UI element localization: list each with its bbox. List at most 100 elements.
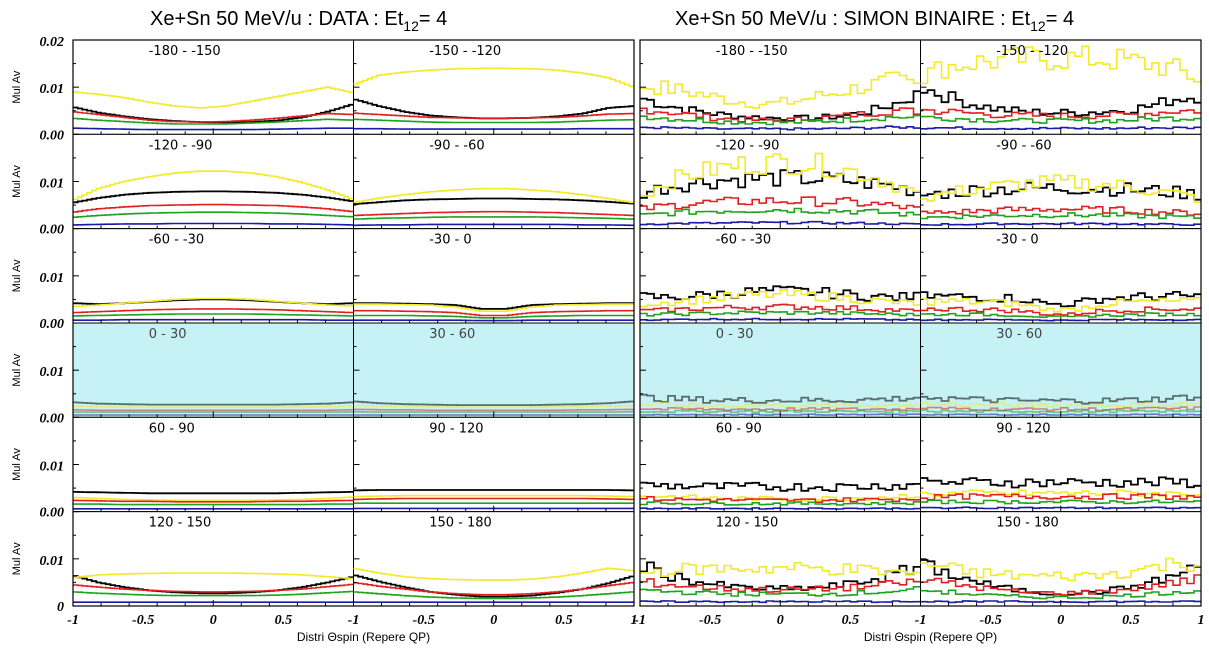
series-green	[640, 207, 921, 217]
x-tick-label: -1	[67, 613, 79, 628]
series-yellow	[73, 496, 354, 502]
panel-sim-r3c1: 30 - 60	[920, 322, 1202, 418]
series-black	[920, 394, 1201, 405]
panel-frame	[72, 322, 354, 418]
series-yellow	[73, 405, 354, 408]
panel-label: -30 - 0	[429, 233, 471, 248]
series-red	[640, 496, 921, 503]
series-green	[73, 590, 354, 597]
x-axis-title: Distri Θspin (Repere QP)	[297, 630, 430, 644]
panel-data-r5c1: 150 - 180	[353, 511, 635, 607]
series-yellow	[73, 170, 354, 201]
series-green	[640, 500, 921, 506]
x-tick-label: 0.5	[1122, 613, 1140, 628]
panel-data-r3c1: 30 - 60	[353, 322, 635, 418]
panel-label: 120 - 150	[716, 516, 779, 531]
panel-sim-r4c0: 60 - 90	[639, 416, 921, 513]
series-green	[640, 114, 921, 126]
x-tick-label: 1	[1198, 613, 1205, 628]
title-right-text: Xe+Sn 50 MeV/u : SIMON BINAIRE : Et	[675, 8, 1031, 30]
y-axis-title: Mul Av	[11, 259, 23, 292]
x-tick-label: 0	[210, 613, 217, 628]
series-green	[353, 216, 634, 220]
series-red	[353, 581, 634, 596]
series-red	[640, 196, 921, 211]
series-yellow	[73, 86, 354, 109]
x-tick-label: -0.5	[413, 613, 435, 628]
panel-sim-r0c0: -180 - -150	[639, 39, 921, 135]
panel-sim-r4c1: 90 - 120	[920, 416, 1202, 513]
series-black	[640, 393, 921, 404]
panel-label: 0 - 30	[149, 327, 187, 342]
panel-label: 150 - 180	[429, 516, 492, 531]
panel-sim-r2c1: -30 - 0	[920, 228, 1202, 324]
panel-sim-r5c1: 150 - 180	[920, 511, 1202, 607]
series-blue	[920, 126, 1201, 130]
y-axis-labels: Mul Av 0.01 0.00 Mul Av 0.01 0.00 Mul Av 0.01 0.…	[11, 35, 64, 615]
series-red	[920, 574, 1201, 596]
series-black	[353, 197, 634, 205]
panel-frame	[353, 416, 635, 513]
series-black	[73, 491, 354, 495]
series-red	[920, 205, 1201, 216]
panel-label: 60 - 90	[149, 421, 195, 436]
panel-label: -180 - -150	[716, 44, 788, 59]
series-yellow	[920, 296, 1201, 313]
title-left-sub: 12	[403, 18, 419, 34]
svg-text:Xe+Sn 50 MeV/u : SIMON BINAIRE: Xe+Sn 50 MeV/u : SIMON BINAIRE : Et12= 4	[675, 8, 1074, 34]
panel-data-r1c0: -120 - -90	[72, 133, 354, 230]
series-blue	[640, 413, 921, 416]
series-yellow	[73, 572, 354, 580]
panel-label: -60 - -30	[716, 233, 771, 248]
series-red	[640, 407, 921, 412]
y-tick-label: 0.01	[40, 177, 65, 192]
y-tick-label: 0.00	[40, 128, 65, 143]
series-green	[640, 586, 921, 597]
series-red	[353, 408, 634, 412]
panel-label: -90 - -60	[429, 138, 484, 153]
panel-frame	[72, 39, 354, 135]
series-black	[353, 302, 634, 310]
panel-frame	[920, 416, 1202, 513]
series-black	[920, 476, 1201, 489]
panel-label: -90 - -60	[996, 138, 1051, 153]
x-axis-title: Distri Θspin (Repere QP)	[864, 630, 997, 644]
y-axis-title: Mul Av	[11, 165, 23, 198]
panel-label: 90 - 120	[996, 421, 1050, 436]
panel-frame	[639, 322, 921, 418]
y-tick-label: 0.00	[40, 223, 65, 238]
y-tick-label: 0.01	[40, 460, 65, 475]
series-green	[640, 310, 921, 317]
series-red	[73, 583, 354, 593]
panel-sim-r5c0: 120 - 150	[639, 511, 921, 607]
series-yellow	[920, 489, 1201, 498]
series-red	[73, 409, 354, 412]
panel-data-r0c0: -180 - -150	[72, 39, 354, 135]
x-tick-label: -1	[915, 613, 927, 628]
panel-label: -180 - -150	[149, 44, 221, 59]
panel-data-r2c1: -30 - 0	[353, 228, 635, 324]
x-tick-label: 0.5	[842, 613, 860, 628]
panel-label: -120 - -90	[716, 138, 780, 153]
series-green	[920, 212, 1201, 220]
series-black	[640, 90, 921, 122]
y-axis-title: Mul Av	[11, 353, 23, 386]
panel-data-r0c1: -150 - -120	[353, 39, 635, 135]
panel-label: -120 - -90	[149, 138, 213, 153]
panel-label: 120 - 150	[149, 516, 212, 531]
svg-text:Xe+Sn 50 MeV/u : DATA : Et12=: Xe+Sn 50 MeV/u : DATA : Et12= 4	[150, 8, 447, 34]
panel-data-r5c0: 120 - 150	[72, 511, 354, 607]
y-tick-label: 0.00	[40, 317, 65, 332]
y-axis-title: Mul Av	[11, 448, 23, 481]
series-yellow	[920, 174, 1201, 203]
y-tick-label: 0.00	[40, 411, 65, 426]
series-yellow	[640, 152, 921, 197]
panel-frame	[72, 511, 354, 607]
series-green	[73, 211, 354, 218]
panel-label: -30 - 0	[996, 233, 1038, 248]
series-blue	[920, 318, 1201, 322]
panel-data-r4c1: 90 - 120	[353, 416, 635, 513]
panel-data-r1c1: -90 - -60	[353, 133, 635, 230]
panel-label: -150 - -120	[429, 44, 501, 59]
x-tick-label: -0.5	[132, 613, 154, 628]
